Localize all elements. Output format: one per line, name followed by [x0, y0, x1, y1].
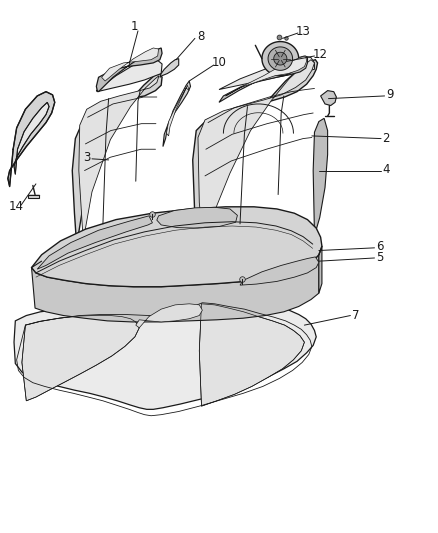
Text: 8: 8 [197, 30, 204, 43]
Polygon shape [22, 316, 139, 401]
Polygon shape [79, 243, 90, 255]
Text: 13: 13 [296, 26, 311, 38]
Polygon shape [219, 58, 307, 102]
Polygon shape [321, 91, 336, 106]
Polygon shape [166, 85, 189, 136]
Text: 10: 10 [212, 56, 226, 69]
Polygon shape [226, 56, 307, 96]
Polygon shape [199, 304, 304, 406]
Text: 3: 3 [83, 151, 90, 164]
Polygon shape [96, 60, 162, 92]
Polygon shape [152, 241, 162, 251]
Polygon shape [219, 56, 314, 90]
Text: 6: 6 [376, 240, 384, 253]
Text: 7: 7 [352, 309, 360, 322]
Polygon shape [262, 42, 299, 76]
Polygon shape [196, 249, 206, 262]
Polygon shape [72, 74, 162, 245]
Text: 12: 12 [312, 49, 327, 61]
Text: 5: 5 [377, 252, 384, 264]
Polygon shape [309, 246, 317, 256]
Polygon shape [163, 81, 191, 147]
Polygon shape [102, 48, 159, 81]
Polygon shape [268, 47, 293, 70]
Polygon shape [32, 255, 319, 322]
Polygon shape [274, 52, 287, 65]
Polygon shape [198, 60, 314, 248]
Text: 9: 9 [386, 88, 394, 101]
Polygon shape [136, 304, 202, 328]
Polygon shape [32, 207, 322, 287]
Polygon shape [96, 48, 162, 92]
Polygon shape [28, 195, 39, 198]
Text: 1: 1 [131, 20, 139, 33]
Polygon shape [313, 118, 328, 236]
Polygon shape [157, 207, 237, 228]
Polygon shape [160, 59, 179, 77]
Polygon shape [193, 60, 318, 253]
Polygon shape [37, 216, 152, 269]
Polygon shape [240, 257, 319, 285]
Polygon shape [14, 292, 316, 409]
Text: 4: 4 [382, 163, 390, 176]
Text: 2: 2 [382, 132, 390, 145]
Polygon shape [14, 102, 49, 174]
Polygon shape [79, 76, 159, 241]
Text: 14: 14 [8, 200, 23, 213]
Polygon shape [319, 246, 322, 293]
Polygon shape [8, 92, 55, 187]
